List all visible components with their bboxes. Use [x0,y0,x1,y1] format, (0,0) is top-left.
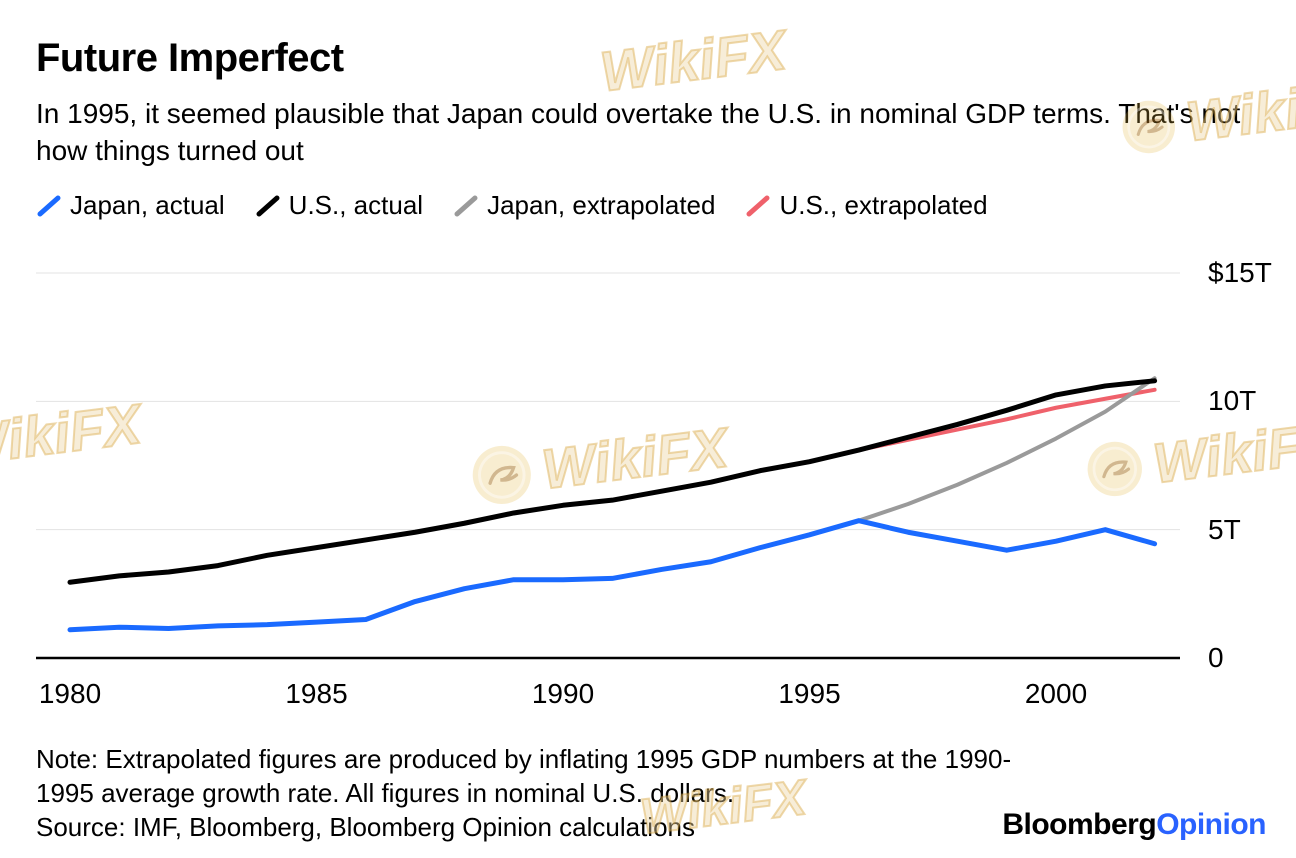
y-axis-label: $15T [1208,257,1272,288]
legend-item: U.S., extrapolated [745,190,988,221]
brand-opinion: Opinion [1156,808,1266,841]
legend-label: U.S., extrapolated [779,190,988,220]
legend: Japan, actual U.S., actual Japan, extrapol… [36,190,988,221]
y-axis-label: 5T [1208,513,1241,545]
x-axis-label: 2000 [1024,678,1088,709]
legend-item: U.S., actual [255,190,423,221]
legend-item: Japan, extrapolated [453,190,715,221]
y-axis-label: 10T [1208,385,1257,417]
watermark-text: WikiFX [596,17,790,104]
chart-source: Source: IMF, Bloomberg, Bloomberg Opinio… [36,812,695,842]
x-axis-label: 1995 [778,678,841,709]
legend-line-swatch [256,195,280,216]
page-title: Future Imperfect [36,36,344,80]
legend-line-swatch [746,195,770,216]
x-axis-label: 1985 [285,678,348,709]
legend-label: Japan, actual [70,190,225,220]
wikifx-watermark: WikiFX [467,415,732,511]
wikifx-logo-icon [472,445,531,504]
x-axis-label: 1980 [38,678,102,709]
wikifx-watermark: WikiFX [0,391,145,478]
wikifx-watermark: WikiFX [1082,409,1296,504]
watermark-text: WikiFX [0,391,145,478]
brand-bloomberg: Bloomberg [1002,808,1157,841]
y-axis-label: 0 [1208,642,1224,673]
legend-label: Japan, extrapolated [487,190,716,220]
legend-line-swatch [454,195,478,216]
legend-line-swatch [37,195,61,216]
legend-item: Japan, actual [36,190,225,221]
bloomberg-opinion-logo: BloombergOpinion [1002,808,1266,842]
wikifx-logo-icon [1087,441,1142,496]
wikifx-watermark: WikiFX [596,17,790,104]
legend-label: U.S., actual [288,190,424,220]
watermark-text: WikiFX [538,415,732,502]
x-axis-label: 1990 [531,678,595,709]
chart-subtitle: In 1995, it seemed plausible that Japan … [36,98,1241,166]
chart-note: Note: Extrapolated figures are produced … [36,744,1012,809]
watermark-text: WikiFX [1149,409,1296,496]
